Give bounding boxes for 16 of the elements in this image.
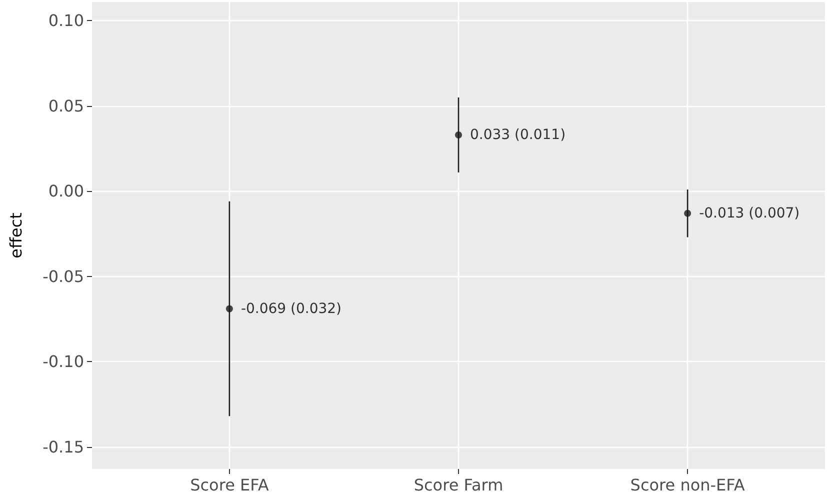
x-tick-label: Score Farm: [414, 476, 504, 494]
y-tick-label: 0.00: [48, 182, 84, 201]
data-label: -0.013 (0.007): [699, 205, 800, 222]
point: [684, 210, 692, 217]
y-axis-title: effect: [6, 212, 26, 258]
point: [226, 305, 233, 312]
y-tick-label: -0.05: [42, 266, 84, 286]
x-tick-label: Score EFA: [190, 476, 269, 494]
y-tick-label: -0.15: [42, 437, 84, 456]
point: [455, 131, 462, 138]
data-label: 0.033 (0.011): [470, 126, 566, 143]
y-tick-label: -0.10: [42, 352, 84, 372]
data-label: -0.069 (0.032): [240, 300, 342, 317]
y-tick-label: 0.10: [48, 11, 84, 30]
y-tick-label: 0.05: [48, 96, 84, 116]
x-tick-label: Score non-EFA: [630, 476, 745, 494]
